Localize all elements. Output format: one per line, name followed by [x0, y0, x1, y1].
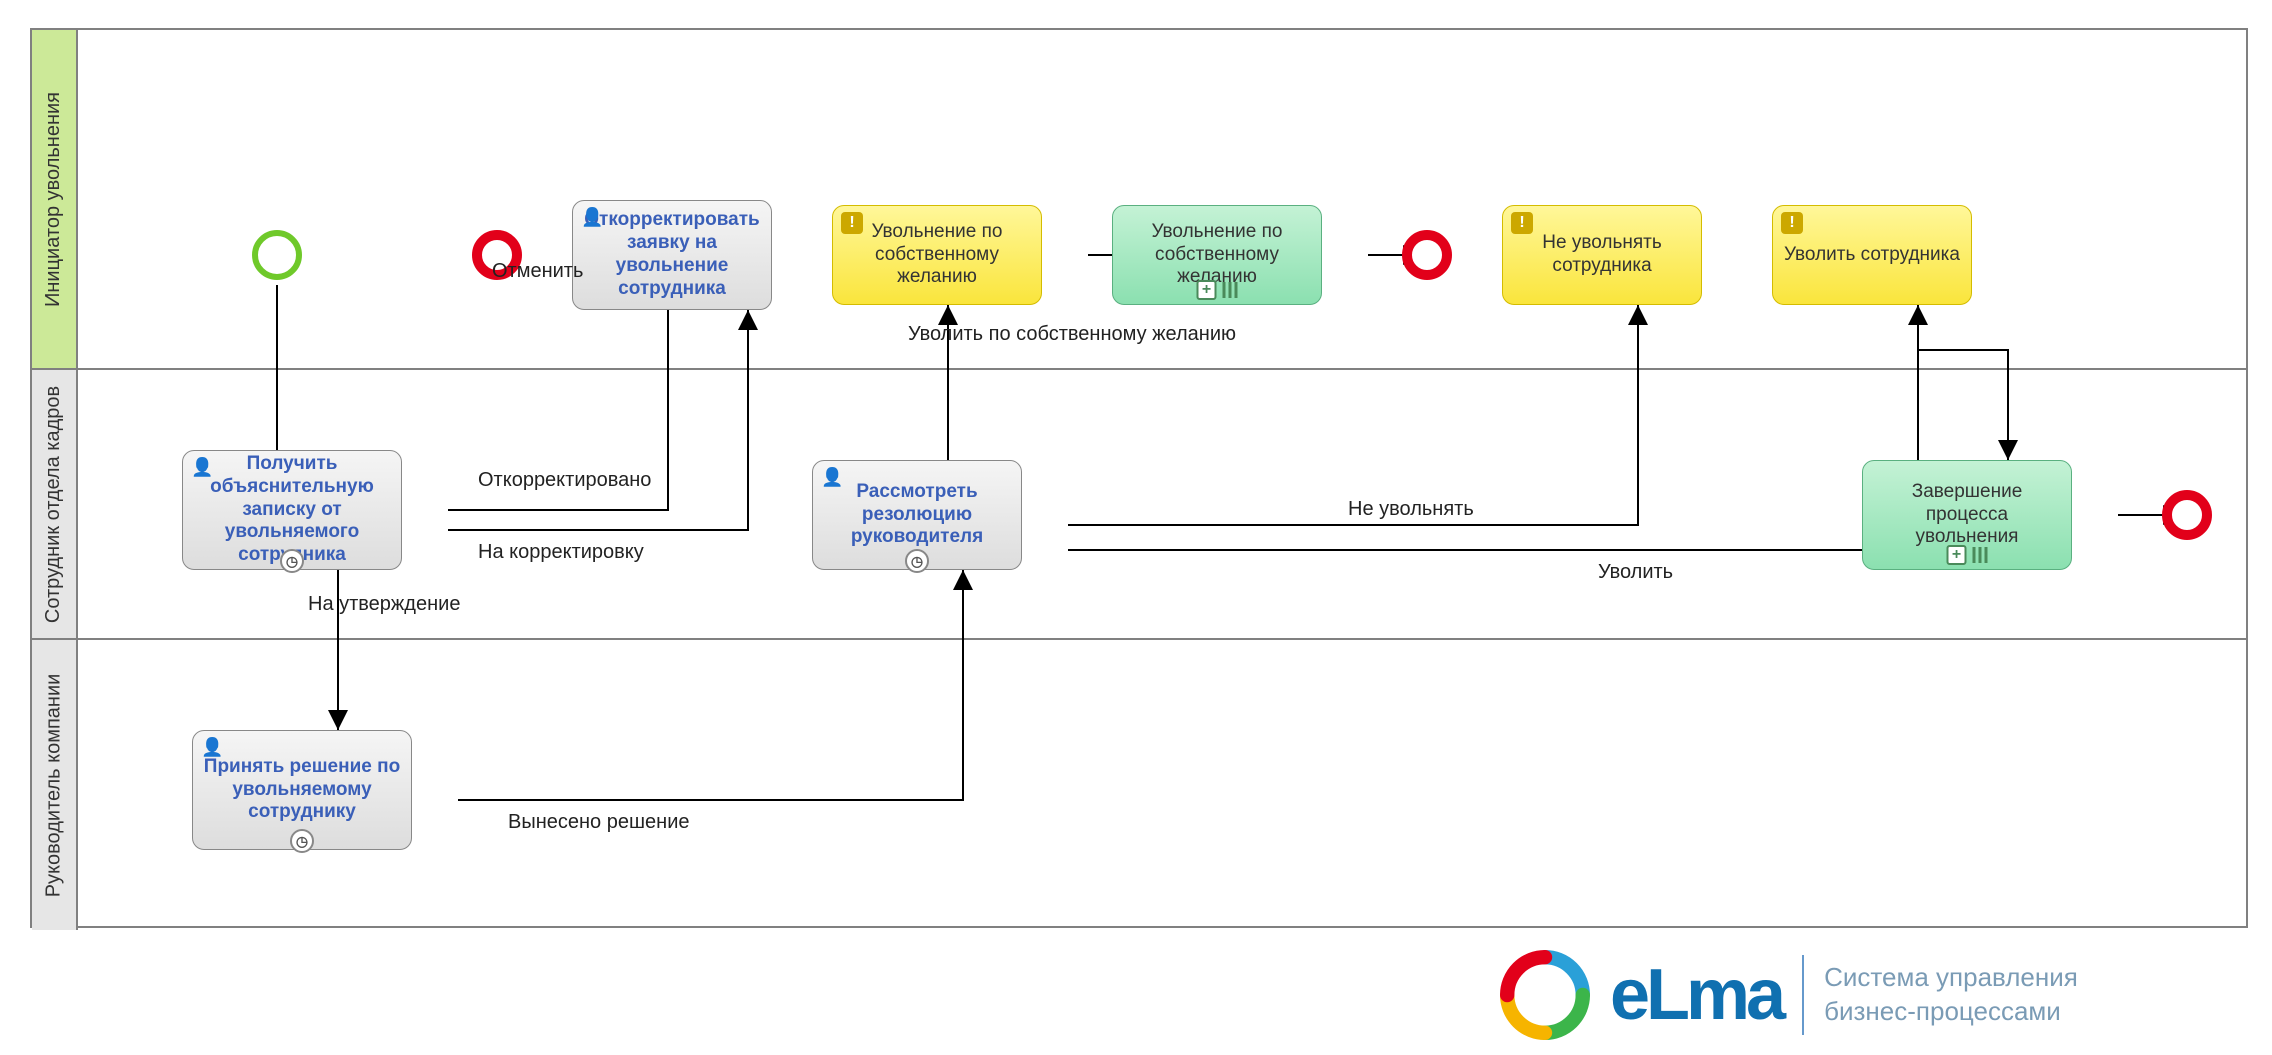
logo-brand: eLma [1610, 954, 1782, 1036]
parallel-icon [1223, 282, 1238, 298]
excl-icon: ! [1511, 212, 1533, 234]
subprocess-marker: + [1947, 545, 1988, 565]
lane-header-2: Сотрудник отдела кадров [32, 370, 78, 638]
end-event-mid [1402, 230, 1452, 280]
task-label: Увольнение по собственному желанию [1123, 221, 1311, 289]
task-decide: 👤 Принять решение по увольняемому сотруд… [192, 730, 412, 850]
lane-initiator: Инициатор увольнения [32, 30, 2246, 370]
task-label: Завершение процесса увольнения [1873, 481, 2061, 549]
logo: eLma Система управления бизнес-процессам… [1500, 940, 2260, 1050]
lane-header-1: Инициатор увольнения [32, 30, 78, 368]
task-label: Не увольнять сотрудника [1513, 232, 1691, 278]
bpmn-diagram: Инициатор увольнения Сотрудник отдела ка… [0, 0, 2272, 1055]
task-review: 👤 Рассмотреть резолюцию руководителя ◷ [812, 460, 1022, 570]
start-event [252, 230, 302, 280]
lane-label: Инициатор увольнения [43, 91, 66, 306]
excl-icon: ! [841, 212, 863, 234]
expand-icon: + [1197, 280, 1217, 300]
task-yell2: ! Не увольнять сотрудника [1502, 205, 1702, 305]
excl-icon: ! [1781, 212, 1803, 234]
user-icon: 👤 [201, 737, 223, 759]
lane-label: Сотрудник отдела кадров [43, 385, 66, 622]
task-label: Уволить сотрудника [1784, 244, 1960, 267]
task-label: Рассмотреть резолюцию руководителя [823, 481, 1011, 549]
logo-tagline: Система управления бизнес-процессами [1824, 961, 2078, 1029]
expand-icon: + [1947, 545, 1967, 565]
end-event-final [2162, 490, 2212, 540]
subprocess-marker: + [1197, 280, 1238, 300]
logo-divider [1802, 955, 1804, 1035]
tagline-line2: бизнес-процессами [1824, 995, 2078, 1029]
user-icon: 👤 [191, 457, 213, 479]
tagline-line1: Система управления [1824, 961, 2078, 995]
task-label: Увольнение по собственному желанию [843, 221, 1031, 289]
task-label: Откорректировать заявку на увольнение со… [583, 209, 761, 300]
task-yell1: ! Увольнение по собственному желанию [832, 205, 1042, 305]
logo-icon [1500, 950, 1590, 1040]
parallel-icon [1973, 547, 1988, 563]
timer-icon: ◷ [280, 549, 304, 573]
lane-header-3: Руководитель компании [32, 640, 78, 930]
lane-label: Руководитель компании [43, 673, 66, 897]
subprocess-green2: Завершение процесса увольнения + [1862, 460, 2072, 570]
timer-icon: ◷ [905, 549, 929, 573]
task-correct: 👤 Откорректировать заявку на увольнение … [572, 200, 772, 310]
task-label: Принять решение по увольняемому сотрудни… [203, 756, 401, 824]
subprocess-green1: Увольнение по собственному желанию + [1112, 205, 1322, 305]
task-explain: 👤 Получить объяснительную записку от уво… [182, 450, 402, 570]
edge-label-cancel: Отменить [492, 260, 583, 283]
user-icon: 👤 [581, 207, 603, 229]
pool: Инициатор увольнения Сотрудник отдела ка… [30, 28, 2248, 928]
task-yell3: ! Уволить сотрудника [1772, 205, 1972, 305]
timer-icon: ◷ [290, 829, 314, 853]
user-icon: 👤 [821, 467, 843, 489]
